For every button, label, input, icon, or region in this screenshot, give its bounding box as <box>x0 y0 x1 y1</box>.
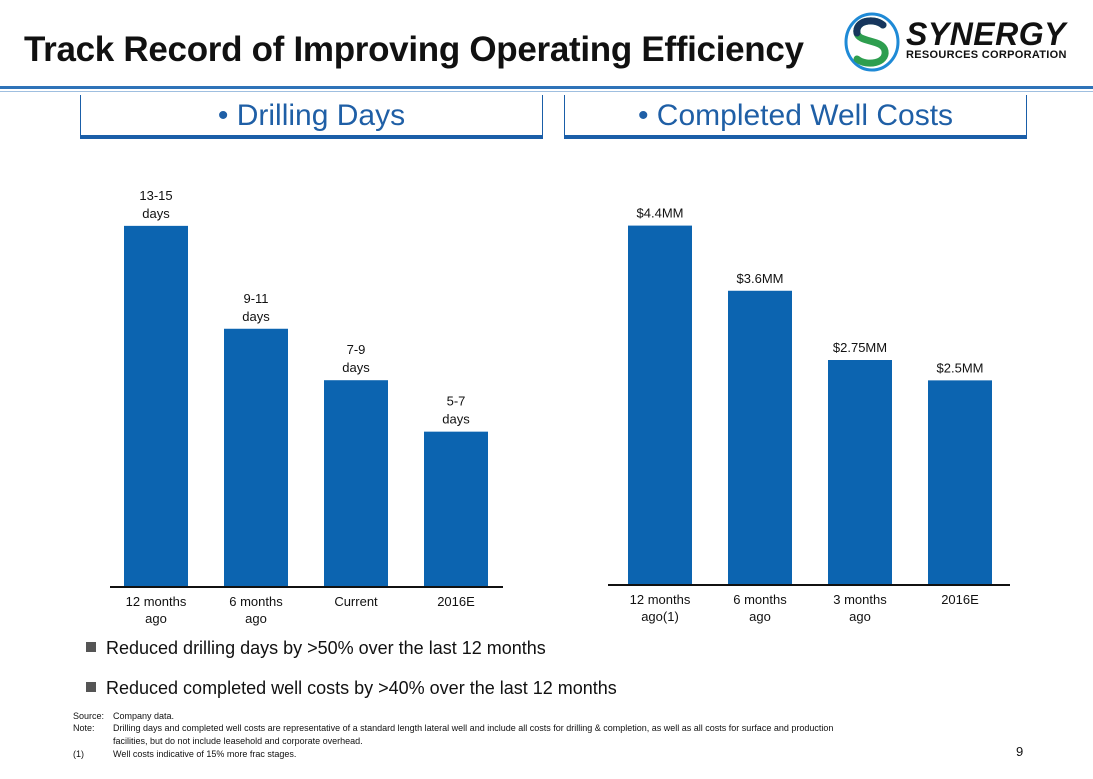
footnote-1: (1) Well costs indicative of 15% more fra… <box>73 749 297 759</box>
drilling-days-bar <box>324 380 388 586</box>
well-costs-data-label: $3.6MM <box>737 271 784 286</box>
well-costs-category-label: 2016E <box>941 592 979 607</box>
well-costs-data-label: $4.4MM <box>637 206 684 221</box>
drilling-days-data-label: 9-11 <box>243 291 268 306</box>
bar-charts: 13-15 days 12 months ago 9-11 days 6 months ago… <box>110 188 1010 626</box>
drilling-days-data-label: days <box>142 206 170 221</box>
well-costs-category-label: ago <box>849 609 871 624</box>
footnote-source: Source: Company data. <box>73 711 175 721</box>
drilling-days-data-label: days <box>342 360 370 375</box>
well-costs-category-label: 12 months <box>630 592 691 607</box>
well-costs-category-label: ago(1) <box>641 609 679 624</box>
drilling-days-category-label: Current <box>334 594 378 609</box>
panel-header-well-costs: • Completed Well Costs <box>564 95 1027 139</box>
company-logo: SYNERGY RESOURCES CORPORATION <box>843 11 1073 73</box>
well-costs-data-label: $2.75MM <box>833 340 887 355</box>
footnote-note: Note: Drilling days and completed well co… <box>73 723 834 733</box>
well-costs-bar <box>728 290 792 584</box>
drilling-days-category-label: 12 months <box>126 594 187 609</box>
drilling-days-bar <box>424 431 488 586</box>
bullet-item: Reduced completed well costs by >40% ove… <box>86 678 617 699</box>
square-bullet-icon <box>86 682 96 692</box>
panel-header-well-costs-label: • Completed Well Costs <box>637 99 954 132</box>
square-bullet-icon <box>86 642 96 652</box>
panel-header-drilling-days: • Drilling Days <box>80 95 543 139</box>
drilling-days-data-label: 7-9 <box>347 342 366 357</box>
bullet-text: Reduced drilling days by >50% over the l… <box>106 638 546 658</box>
drilling-days-bar <box>224 328 288 586</box>
drilling-days-category-label: 2016E <box>437 594 475 609</box>
header-rule-thin <box>0 91 1093 92</box>
drilling-days-category-label: ago <box>145 611 167 626</box>
drilling-days-bar <box>124 225 188 587</box>
panel-header-drilling-days-label: • Drilling Days <box>217 99 406 132</box>
logo-subtitle: RESOURCES CORPORATION <box>906 49 1067 61</box>
logo-wordmark: SYNERGY <box>906 16 1066 52</box>
drilling-days-data-label: days <box>242 309 270 324</box>
well-costs-data-label: $2.5MM <box>937 360 984 375</box>
bullet-item: Reduced drilling days by >50% over the l… <box>86 638 546 659</box>
drilling-days-category-label: 6 months <box>229 594 283 609</box>
footnote-note-continued: facilities, but do not include leasehold… <box>113 736 363 746</box>
bullet-text: Reduced completed well costs by >40% ove… <box>106 678 617 698</box>
well-costs-category-label: 6 months <box>733 592 787 607</box>
well-costs-category-label: ago <box>749 609 771 624</box>
well-costs-bar <box>828 360 892 584</box>
drilling-days-data-label: 13-15 <box>139 188 172 203</box>
well-costs-bar <box>928 380 992 584</box>
well-costs-bar <box>628 225 692 584</box>
page-title: Track Record of Improving Operating Effi… <box>24 30 804 69</box>
header-rule <box>0 86 1093 89</box>
synergy-s-icon <box>844 12 900 72</box>
drilling-days-category-label: ago <box>245 611 267 626</box>
well-costs-category-label: 3 months <box>833 592 887 607</box>
drilling-days-data-label: 5-7 <box>447 394 466 409</box>
drilling-days-data-label: days <box>442 412 470 427</box>
page-number: 9 <box>1016 744 1024 759</box>
